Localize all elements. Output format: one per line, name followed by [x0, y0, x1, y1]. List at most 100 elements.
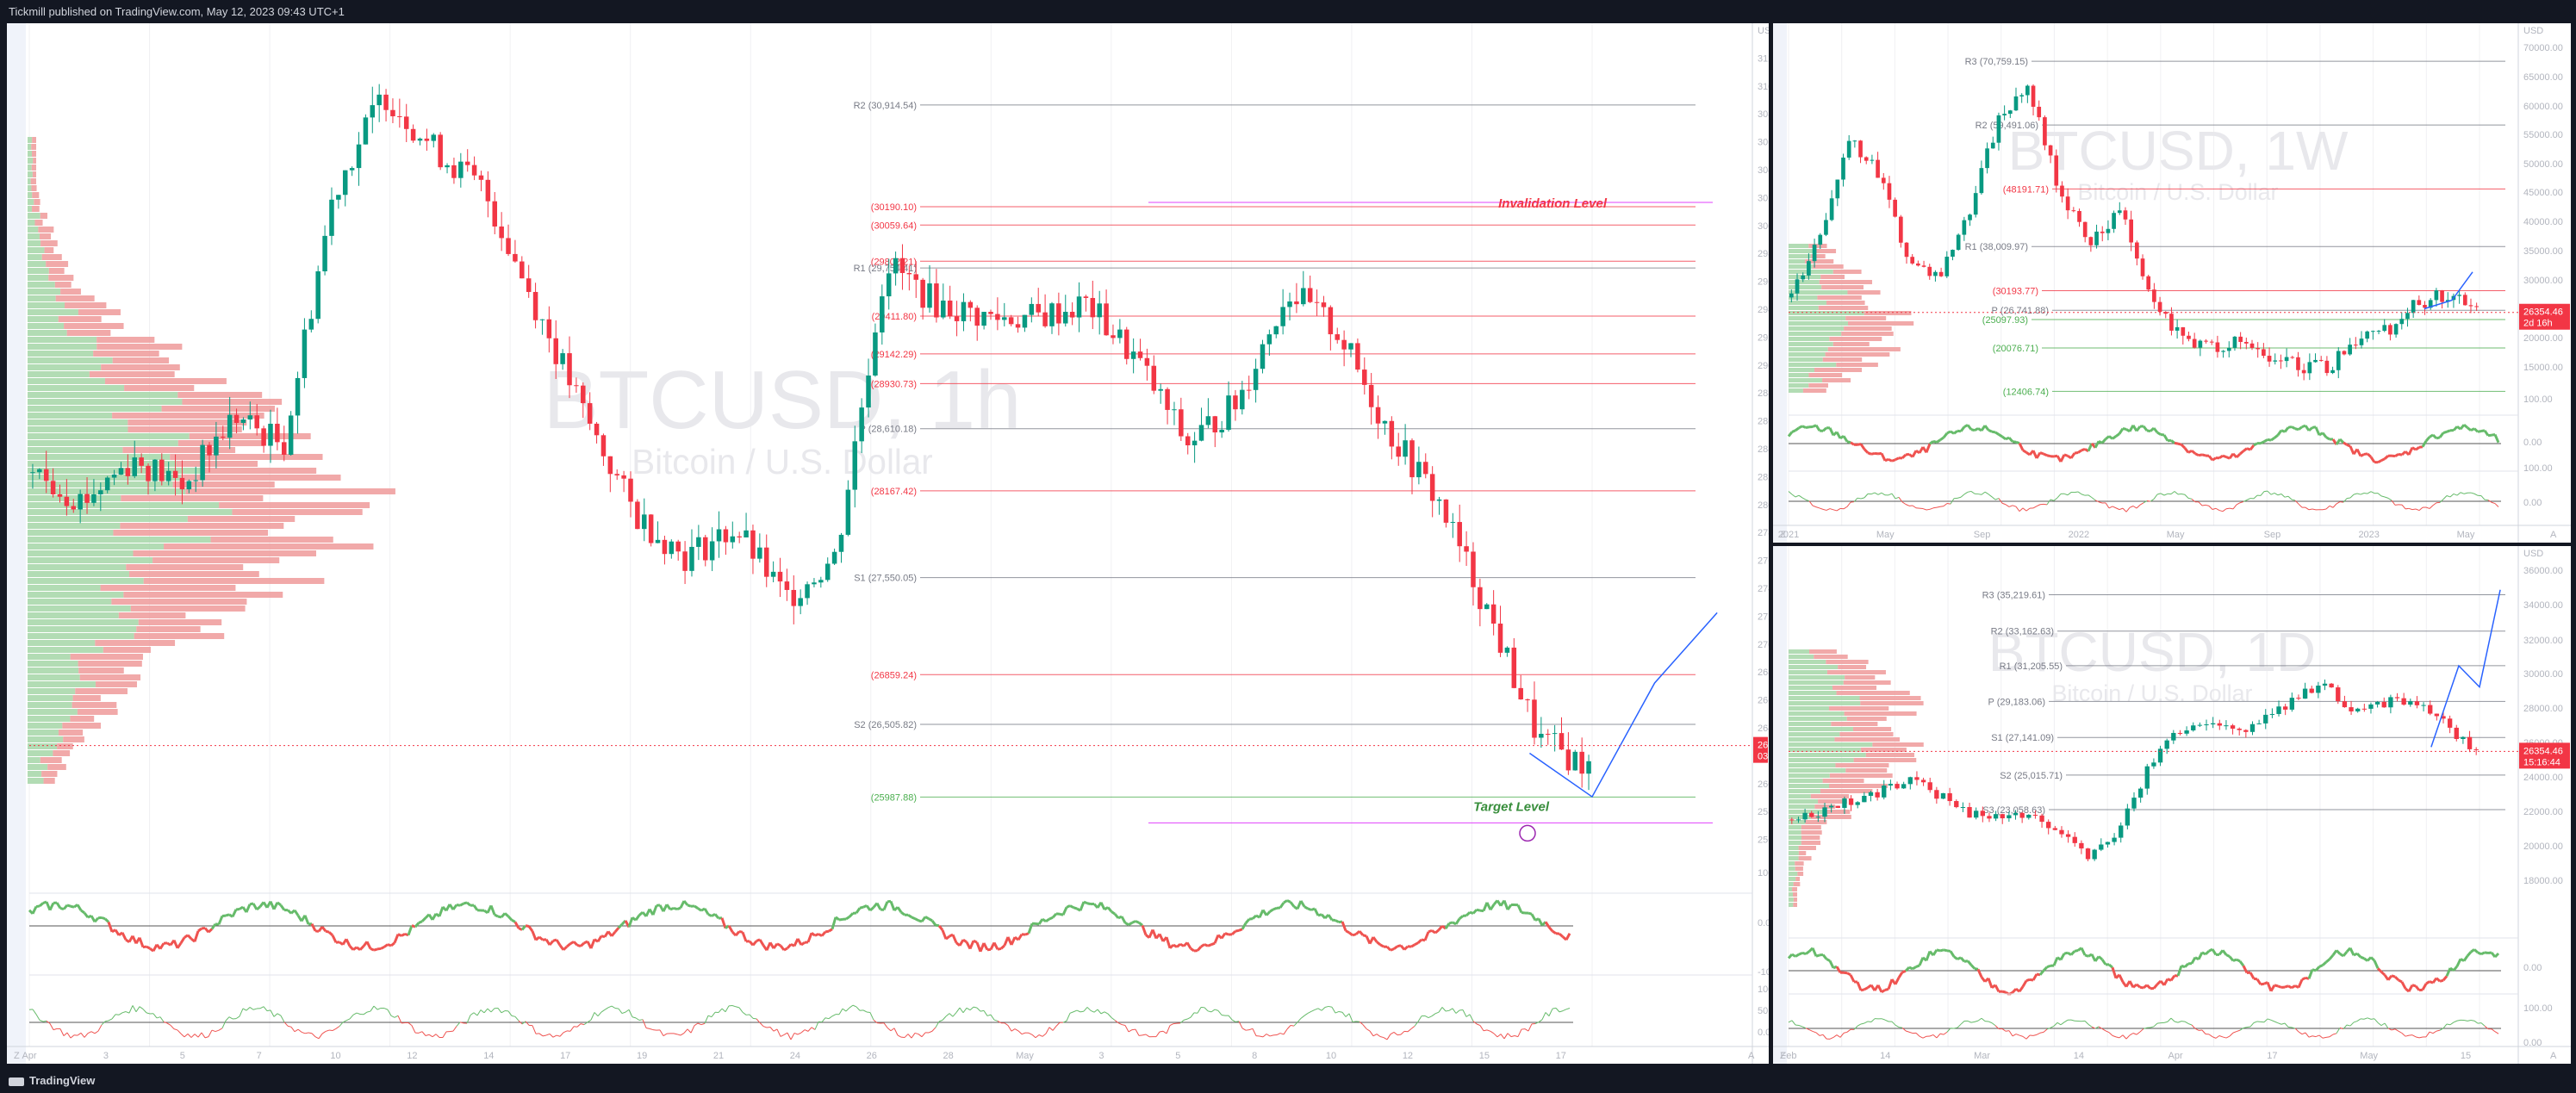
time-axis-tick: Feb	[1781, 1051, 1797, 1061]
oscillator-line	[2260, 491, 2265, 496]
oscillator-line	[442, 1031, 447, 1038]
time-axis-tick: 14	[483, 1051, 494, 1061]
volume-profile-bar-down	[1846, 717, 1887, 721]
oscillator-line	[2384, 455, 2389, 460]
oscillator-line	[66, 904, 72, 908]
oscillator-line	[2111, 966, 2118, 979]
oscillator-line	[2101, 1028, 2106, 1032]
volume-profile-bar-up	[28, 419, 128, 425]
candle-body	[1848, 798, 1854, 805]
candle-body	[1947, 792, 1952, 802]
candle-body	[974, 307, 980, 326]
oscillator-line	[759, 1022, 764, 1027]
candle-body	[2048, 145, 2053, 156]
main-chart-panel[interactable]: BTCUSD, 1h Bitcoin / U.S. Dollar R2 (30,91…	[7, 23, 1769, 1064]
oscillator-line	[108, 1018, 113, 1022]
candle-body	[2267, 356, 2272, 362]
oscillator-line	[1252, 1028, 1257, 1036]
time-axis-tick: 15	[1479, 1051, 1490, 1061]
oscillator-line	[1327, 914, 1334, 921]
oscillator-line	[55, 902, 62, 910]
oscillator-line	[211, 1029, 216, 1033]
oscillator-line	[2307, 969, 2314, 979]
oscillator-line	[1801, 1026, 1807, 1029]
candle-body	[2137, 788, 2144, 798]
pivot-level-label: S1 (27,141.09)	[1991, 733, 2054, 743]
candle-body	[1042, 312, 1048, 326]
time-axis-tick: 17	[2267, 1051, 2277, 1061]
volume-profile-bar-up	[1789, 763, 1836, 767]
candle-body	[2399, 319, 2405, 325]
oscillator-line	[848, 912, 855, 918]
oscillator-line	[907, 914, 912, 919]
candle-body	[2094, 231, 2099, 245]
candle-body	[2336, 351, 2341, 370]
volume-profile-bar-down	[53, 750, 71, 756]
oscillator-line	[2122, 1034, 2127, 1040]
candle-body	[1967, 807, 1972, 818]
oscillator-line	[2035, 451, 2042, 459]
price-axis-tick: 29600.00	[1758, 277, 1769, 288]
volume-profile-bar-down	[1847, 321, 1914, 326]
oscillator-line	[1272, 906, 1278, 911]
publisher-bar: Tickmill published on TradingView.com, M…	[0, 0, 2576, 22]
candle-body	[1898, 216, 1903, 243]
oscillator-line	[314, 1036, 320, 1040]
oscillator-line	[1128, 1029, 1133, 1033]
last-price-countdown: 2d 16h	[2523, 319, 2553, 329]
oscillator-line	[2174, 491, 2179, 495]
oscillator-line	[1265, 910, 1272, 916]
oscillator-line	[1984, 491, 1989, 495]
oscillator-line	[420, 916, 427, 922]
oscillator-line	[2081, 494, 2086, 496]
oscillator-line	[1062, 1020, 1067, 1023]
oscillator-line	[1832, 1034, 1838, 1038]
oscillator-line	[2394, 1028, 2399, 1032]
oscillator-line	[1829, 1037, 1834, 1040]
oscillator-line	[1791, 429, 1796, 433]
candle-body	[2013, 812, 2019, 816]
oscillator-line	[2322, 508, 2327, 511]
oscillator-line	[1918, 957, 1925, 966]
oscillator-line	[542, 1034, 547, 1037]
oscillator-line	[1950, 430, 1955, 435]
oscillator-line	[383, 943, 389, 948]
candle-body	[1511, 647, 1517, 688]
oscillator-line	[2094, 1026, 2100, 1029]
oscillator-line	[1994, 498, 2000, 500]
candle-body	[1314, 301, 1320, 303]
oscillator-line	[999, 944, 1006, 950]
oscillator-line	[1798, 425, 1803, 430]
time-axis-tick: 2022	[2069, 530, 2089, 540]
oscillator-line	[831, 916, 837, 930]
oscillator-line	[572, 941, 579, 947]
oscillator-line	[470, 1012, 475, 1016]
oscillator-line	[2112, 506, 2117, 509]
oscillator-line	[179, 936, 186, 944]
daily-chart-panel[interactable]: BTCUSD, 1D Bitcoin / U.S. Dollar R3 (35,21…	[1773, 546, 2571, 1064]
oscillator-line	[2325, 436, 2330, 441]
oscillator-line	[2074, 949, 2079, 953]
candle-body	[2376, 331, 2381, 332]
volume-profile-bar-up	[28, 495, 121, 501]
oscillator-line	[2019, 1034, 2024, 1037]
oscillator-line	[48, 902, 55, 911]
oscillator-line	[1977, 494, 1982, 495]
oscillator-line	[1035, 922, 1040, 926]
oscillator-line	[700, 1022, 706, 1026]
oscillator-line	[772, 942, 779, 949]
oscillator-line	[1290, 1025, 1295, 1027]
oscillator-line	[625, 1009, 630, 1013]
oscillator-line	[332, 1028, 337, 1031]
candle-body	[682, 551, 688, 571]
oscillator-line	[2305, 1032, 2310, 1038]
oscillator-line	[2145, 984, 2152, 990]
weekly-chart-panel[interactable]: BTCUSD, 1W Bitcoin / U.S. Dollar R3 (70,75…	[1773, 23, 2571, 543]
oscillator-line	[2312, 1035, 2317, 1038]
price-axis-tick: 50000.00	[2523, 159, 2563, 170]
tradingview-logo[interactable]: TradingView	[9, 1074, 95, 1087]
oscillator-line	[2384, 1022, 2389, 1029]
